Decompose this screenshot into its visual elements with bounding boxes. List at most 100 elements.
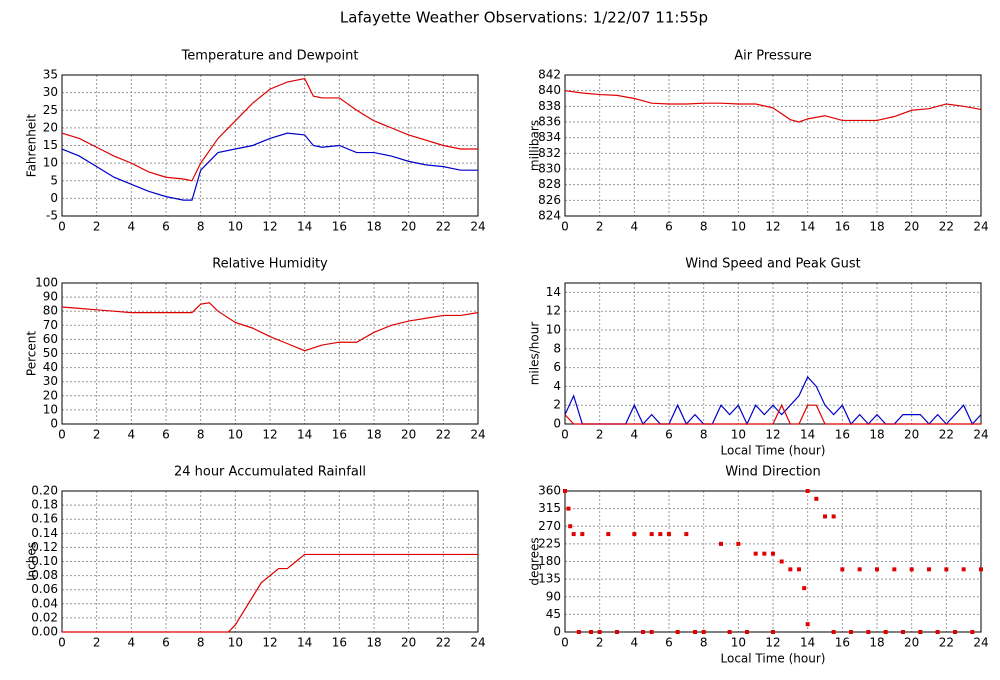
data-point <box>909 567 914 572</box>
x-tick-label: 8 <box>700 428 708 442</box>
chart-title: Wind Direction <box>725 465 821 480</box>
data-point <box>693 630 697 634</box>
x-tick-label: 22 <box>436 220 451 234</box>
chart-panel: Temperature and Dewpoint-505101520253035… <box>25 49 486 234</box>
x-tick-label: 6 <box>162 428 170 442</box>
data-point <box>701 630 706 634</box>
x-tick-label: 6 <box>162 636 170 650</box>
x-tick-label: 22 <box>436 636 451 650</box>
data-point <box>866 630 871 634</box>
y-tick-label: 8 <box>553 341 561 355</box>
x-tick-label: 4 <box>631 636 639 650</box>
y-tick-label: 830 <box>538 162 561 176</box>
data-point <box>857 567 862 572</box>
y-tick-label: 35 <box>43 68 58 82</box>
data-point <box>970 630 975 634</box>
x-tick-label: 16 <box>835 428 850 442</box>
x-tick-label: 18 <box>869 636 884 650</box>
x-tick-label: 16 <box>835 220 850 234</box>
data-line <box>62 553 478 633</box>
x-tick-label: 20 <box>401 636 416 650</box>
x-tick-label: 22 <box>939 636 954 650</box>
y-tick-label: -5 <box>46 209 58 223</box>
y-tick-label: 180 <box>538 554 561 568</box>
x-tick-label: 8 <box>197 220 205 234</box>
x-tick-label: 10 <box>228 220 243 234</box>
chart-panel: Relative Humidity01020304050607080901000… <box>25 257 486 442</box>
x-tick-label: 2 <box>93 636 101 650</box>
data-point <box>979 567 983 572</box>
x-tick-label: 24 <box>470 636 485 650</box>
y-axis-label: degrees <box>528 537 542 585</box>
data-line <box>61 132 478 201</box>
x-tick-label: 2 <box>93 220 101 234</box>
x-tick-label: 8 <box>700 220 708 234</box>
data-point <box>927 567 931 572</box>
y-tick-label: 0 <box>553 417 561 431</box>
y-tick-label: 225 <box>538 536 561 550</box>
y-tick-label: 0.18 <box>31 498 58 512</box>
x-tick-label: 22 <box>939 428 954 442</box>
data-point <box>736 541 741 546</box>
x-tick-label: 10 <box>228 428 243 442</box>
data-point <box>589 630 593 634</box>
data-point <box>753 551 758 556</box>
data-point <box>719 541 723 546</box>
y-tick-label: 360 <box>538 484 561 498</box>
y-tick-label: 840 <box>538 83 561 97</box>
x-tick-label: 22 <box>436 428 451 442</box>
x-tick-label: 20 <box>401 220 416 234</box>
data-point <box>568 524 573 529</box>
x-tick-label: 18 <box>366 220 381 234</box>
data-point <box>901 630 905 634</box>
y-tick-label: 90 <box>43 290 58 304</box>
y-tick-label: 25 <box>43 103 58 117</box>
x-tick-label: 20 <box>401 428 416 442</box>
x-tick-label: 10 <box>731 428 746 442</box>
data-point <box>840 567 845 572</box>
data-point <box>641 630 645 634</box>
y-tick-label: 50 <box>43 346 58 360</box>
data-point <box>684 532 689 537</box>
x-tick-label: 20 <box>904 428 919 442</box>
x-tick-label: 14 <box>297 636 312 650</box>
x-axis-label: Local Time (hour) <box>721 652 826 666</box>
data-point <box>805 622 810 627</box>
data-point <box>606 532 611 537</box>
y-tick-label: 0.04 <box>31 596 58 610</box>
data-point <box>566 506 571 511</box>
y-tick-label: 832 <box>538 146 561 160</box>
y-tick-label: 6 <box>553 360 561 374</box>
x-tick-label: 24 <box>973 636 988 650</box>
y-tick-label: 10 <box>43 402 58 416</box>
data-line <box>61 77 478 182</box>
y-tick-label: 315 <box>538 501 561 515</box>
x-tick-label: 16 <box>835 636 850 650</box>
data-point <box>675 630 680 634</box>
x-tick-label: 18 <box>366 428 381 442</box>
y-tick-label: 10 <box>546 323 561 337</box>
x-tick-label: 10 <box>228 636 243 650</box>
x-tick-label: 14 <box>800 428 815 442</box>
chart-panel: 24 hour Accumulated Rainfall 0.000.020.04… <box>25 465 486 650</box>
x-tick-label: 14 <box>800 220 815 234</box>
data-point <box>918 630 923 634</box>
plot-frame <box>61 490 479 633</box>
x-tick-label: 8 <box>197 428 205 442</box>
y-tick-label: 100 <box>35 276 58 290</box>
x-tick-label: 0 <box>58 636 66 650</box>
y-axis-label: Inches <box>25 542 39 581</box>
y-tick-label: 838 <box>538 99 561 113</box>
data-point <box>563 489 567 493</box>
data-point <box>944 567 949 572</box>
y-tick-label: 0.10 <box>31 554 58 568</box>
x-tick-label: 20 <box>904 220 919 234</box>
x-tick-label: 2 <box>596 220 604 234</box>
x-tick-label: 12 <box>765 220 780 234</box>
y-axis-label: Fahrenheit <box>25 113 39 177</box>
data-point <box>935 630 940 634</box>
x-tick-label: 4 <box>128 220 136 234</box>
y-axis-label: Percent <box>25 331 39 376</box>
